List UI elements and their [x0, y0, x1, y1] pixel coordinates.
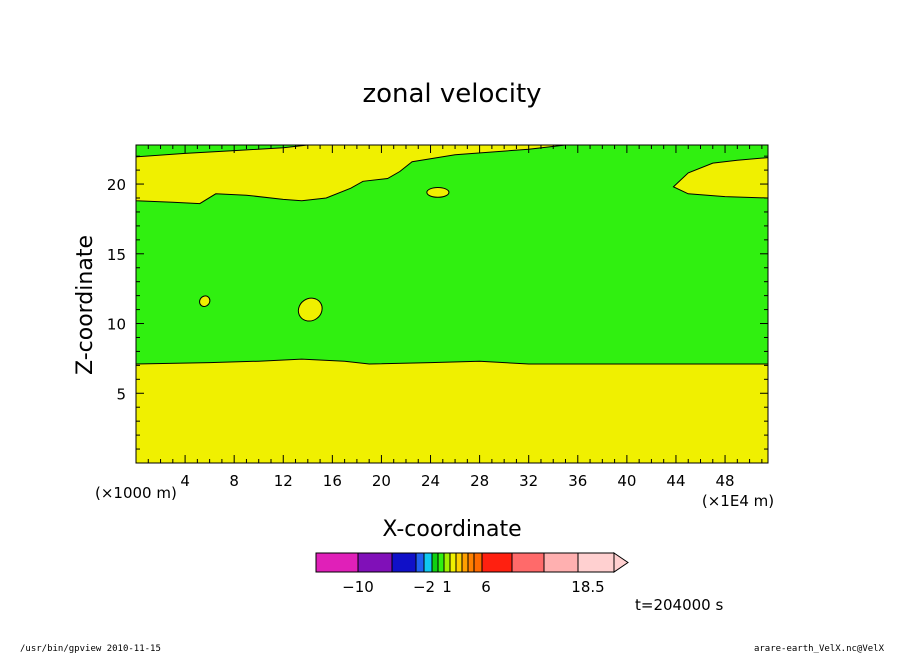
x-tick-label: 16 — [323, 472, 342, 490]
x-tick-label: 32 — [519, 472, 538, 490]
colorbar-swatch — [391, 552, 417, 573]
colorbar-tick-label: 18.5 — [571, 578, 604, 596]
small-islands — [199, 187, 450, 322]
colorbar-swatch — [437, 552, 445, 573]
colorbar-swatch — [461, 552, 469, 573]
colorbar-swatch — [473, 552, 483, 573]
x-tick-label: 12 — [274, 472, 293, 490]
colorbar-tick-label: 1 — [442, 578, 452, 596]
colorbar-swatch — [315, 552, 359, 573]
chart-title: zonal velocity — [362, 79, 541, 109]
x-tick-label: 24 — [421, 472, 440, 490]
footer-right: arare-earth_VelX.nc@VelX — [754, 644, 885, 654]
colorbar-tick-label: −10 — [342, 578, 374, 596]
x-tick-label: 48 — [716, 472, 735, 490]
colorbar-swatch — [511, 552, 545, 573]
x-tick-label: 28 — [470, 472, 489, 490]
x-tick-label: 36 — [568, 472, 587, 490]
colorbar-swatch — [423, 552, 433, 573]
x-axis-ticks: 4 8 12 16 20 24 28 32 36 40 44 48 — [147, 145, 763, 490]
footer-left: /usr/bin/gpview 2010-11-15 — [20, 644, 161, 654]
y-tick-label: 15 — [107, 246, 126, 264]
y-tick-label: 20 — [107, 176, 126, 194]
y-axis-ticks: 5 10 15 20 — [107, 155, 768, 450]
island-2 — [199, 295, 211, 307]
x-tick-label: 44 — [666, 472, 685, 490]
x-axis-label: X-coordinate — [382, 517, 521, 542]
colorbar-swatch — [455, 552, 463, 573]
colorbar-swatch — [481, 552, 513, 573]
lower-region — [135, 358, 769, 464]
x-tick-label: 8 — [229, 472, 239, 490]
y-tick-label: 5 — [116, 385, 126, 403]
colorbar-tick-label: 6 — [481, 578, 491, 596]
colorbar-swatch — [467, 552, 475, 573]
colorbar-swatch — [449, 552, 457, 573]
y-axis-label: Z-coordinate — [73, 235, 98, 375]
colorbar-swatch — [543, 552, 579, 573]
time-label: t=204000 s — [635, 596, 723, 614]
x-unit-right: (×1E4 m) — [702, 492, 774, 510]
colorbar-swatch — [431, 552, 439, 573]
colorbar-swatch — [415, 552, 425, 573]
x-tick-label: 40 — [617, 472, 636, 490]
x-unit-left: (×1000 m) — [95, 484, 177, 502]
colorbar-swatch — [357, 552, 393, 573]
island-0 — [426, 187, 450, 198]
colorbar-swatch — [443, 552, 451, 573]
plot-frame — [135, 144, 769, 464]
colorbar-swatch — [577, 552, 615, 573]
colorbar-tick-label: −2 — [413, 578, 435, 596]
x-tick-label: 4 — [180, 472, 190, 490]
y-tick-label: 10 — [107, 316, 126, 334]
colorbar-extend-arrow — [613, 552, 629, 573]
colorbar: −10 −2 1 6 18.5 — [315, 552, 629, 596]
x-tick-label: 20 — [372, 472, 391, 490]
island-1 — [297, 297, 323, 322]
